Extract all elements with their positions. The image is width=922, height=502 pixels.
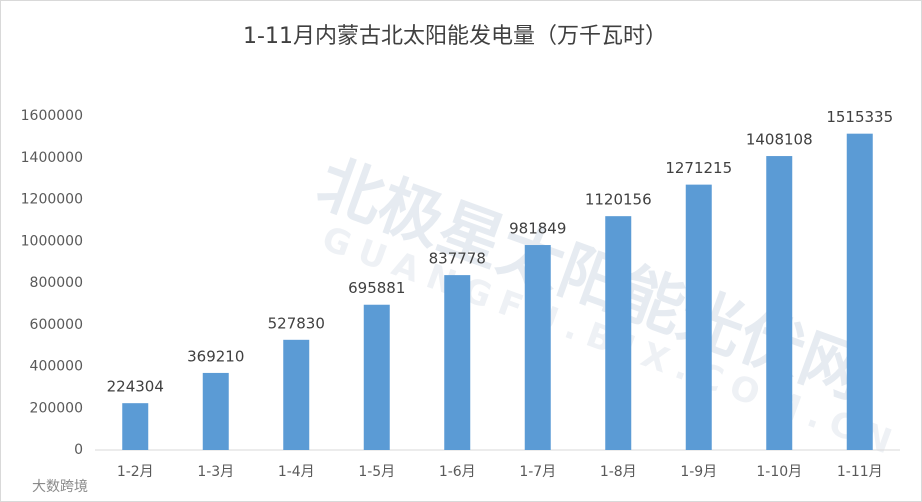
bar (524, 245, 551, 450)
x-tick-label: 1-9月 (680, 464, 717, 480)
y-tick-label: 800000 (30, 275, 83, 291)
data-label: 1408108 (746, 131, 813, 149)
data-label: 369210 (187, 347, 244, 365)
data-label: 695881 (348, 279, 405, 297)
bar (363, 304, 390, 450)
x-tick-label: 1-8月 (600, 464, 637, 480)
data-label: 527830 (268, 314, 325, 332)
data-label: 981849 (509, 220, 566, 238)
bar (122, 403, 149, 450)
data-label: 837778 (429, 250, 486, 268)
data-label: 1120156 (585, 191, 652, 209)
y-tick-label: 200000 (30, 400, 83, 416)
y-tick-label: 1600000 (21, 108, 83, 124)
y-tick-label: 400000 (30, 359, 83, 375)
x-tick-label: 1-11月 (837, 464, 883, 480)
bar (846, 133, 873, 450)
data-label: 224304 (107, 378, 164, 396)
x-tick-label: 1-10月 (756, 464, 802, 480)
x-tick-label: 1-4月 (278, 464, 315, 480)
data-label: 1271215 (665, 159, 732, 177)
bar (283, 339, 310, 450)
y-tick-label: 600000 (30, 317, 83, 333)
y-tick-label: 1400000 (21, 150, 83, 166)
bar (444, 275, 471, 450)
x-tick-label: 1-2月 (117, 464, 154, 480)
chart-title: 1-11月内蒙古北太阳能发电量（万千瓦时） (243, 24, 667, 49)
x-tick-label: 1-5月 (358, 464, 395, 480)
data-label: 1515335 (826, 108, 893, 126)
bar (685, 184, 712, 451)
x-tick-label: 1-6月 (439, 464, 476, 480)
y-tick-label: 0 (74, 442, 83, 458)
bar (766, 156, 793, 451)
bar (202, 372, 229, 450)
watermark: 大数跨境 (32, 479, 88, 495)
y-tick-label: 1000000 (21, 233, 83, 249)
x-tick-label: 1-7月 (519, 464, 556, 480)
bar (605, 216, 632, 450)
x-tick-label: 1-3月 (197, 464, 234, 480)
y-tick-label: 1200000 (21, 192, 83, 208)
